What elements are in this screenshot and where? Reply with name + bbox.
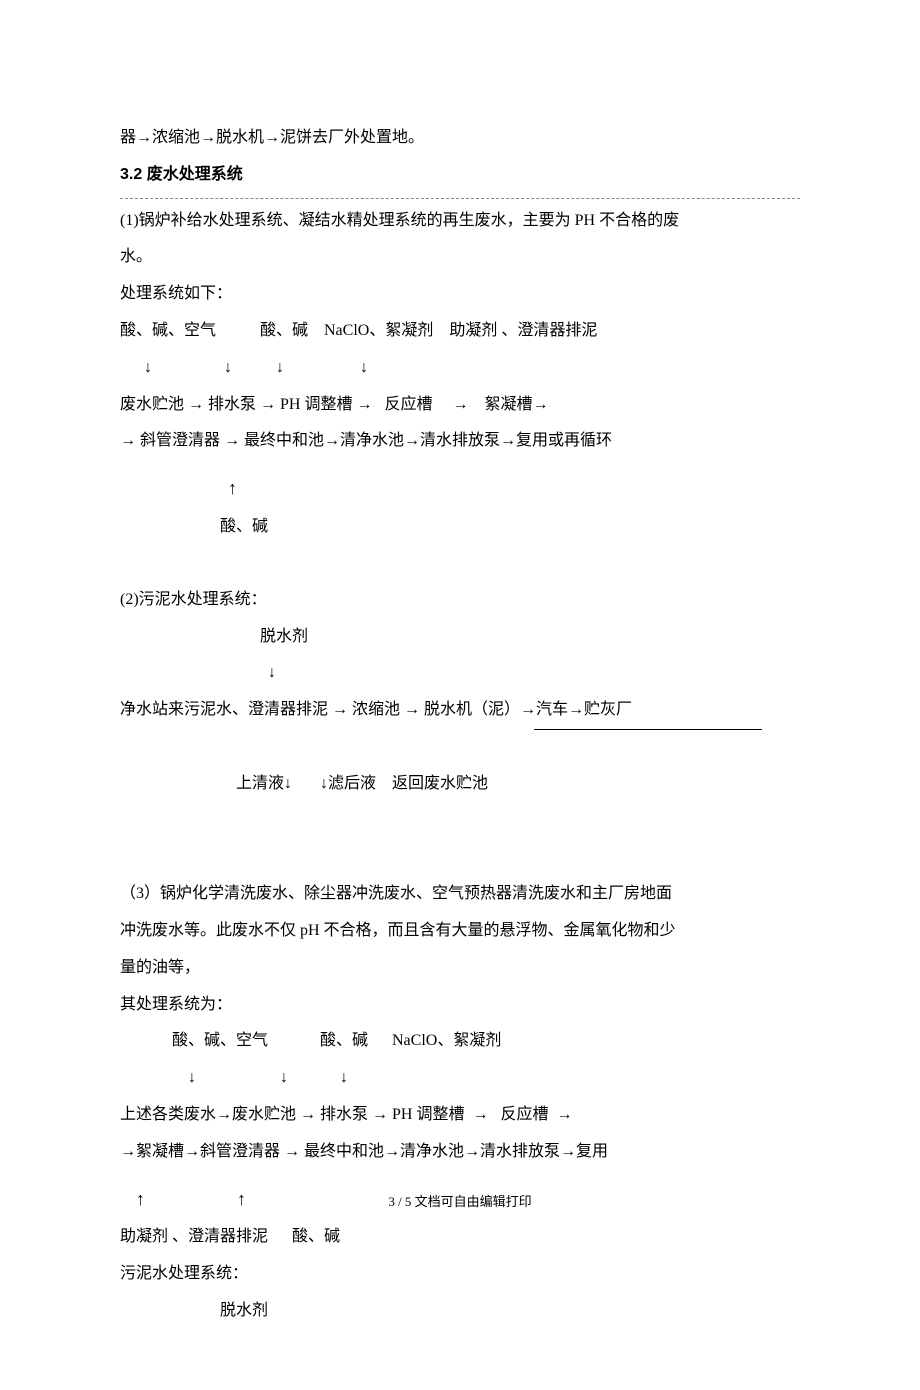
flow-arrow-up-row: ↑ — [120, 472, 800, 509]
body-text: 冲洗废水等。此废水不仅 pH 不合格，而且含有大量的悬浮物、金属氧化物和少 — [120, 913, 800, 950]
flow-step-row: → 斜管澄清器 → 最终中和池→清净水池→清水排放泵→复用或再循环 — [120, 423, 800, 460]
flow-inputs-row: 酸、碱、空气 酸、碱 NaClO、絮凝剂 — [120, 1023, 800, 1060]
arrow-up-icon: ↑ — [228, 479, 237, 497]
dashed-divider — [120, 198, 800, 199]
body-text: 量的油等， — [120, 950, 800, 987]
section-heading-3-2: 3.2 废水处理系统 — [120, 157, 800, 194]
flow-arrow-row: ↓ ↓ ↓ — [120, 1060, 800, 1097]
body-text: (1)锅炉补给水处理系统、凝结水精处理系统的再生废水，主要为 PH 不合格的废 — [120, 203, 800, 240]
flow-step-row: 净水站来污泥水、澄清器排泥 → 浓缩池 → 脱水机（泥）→汽车→贮灰厂 — [120, 692, 800, 729]
body-text: （3）锅炉化学清洗废水、除尘器冲洗废水、空气预热器清洗废水和主厂房地面 — [120, 876, 800, 913]
flow-step-row: →絮凝槽→斜管澄清器 → 最终中和池→清净水池→清水排放泵→复用 — [120, 1134, 800, 1171]
flow-overline — [534, 729, 762, 730]
flow-step-row: 上述各类废水→废水贮池 → 排水泵 → PH 调整槽 → 反应槽 → — [120, 1097, 800, 1134]
flow-label-row: 脱水剂 — [120, 619, 800, 656]
flow-inputs-row: 酸、碱、空气 酸、碱 NaClO、絮凝剂 助凝剂 、澄清器排泥 — [120, 313, 800, 350]
subsection-title: 污泥水处理系统： — [120, 1256, 800, 1293]
subsection-title: (2)污泥水处理系统： — [120, 582, 800, 619]
flow-step-row: 上清液↓ ↓滤后液 返回废水贮池 — [120, 729, 800, 876]
body-text: 处理系统如下： — [120, 276, 800, 313]
flow-arrow-row: ↓ ↓ ↓ ↓ — [120, 350, 800, 387]
flow-arrow-row: ↓ — [120, 655, 800, 692]
document-page: 器→浓缩池→脱水机→泥饼去厂外处置地。 3.2 废水处理系统 (1)锅炉补给水处… — [0, 0, 920, 1390]
body-text: 其处理系统为： — [120, 987, 800, 1024]
body-text: 水。 — [120, 239, 800, 276]
body-text: 器→浓缩池→脱水机→泥饼去厂外处置地。 — [120, 120, 800, 157]
flow-label-row: 酸、碱 — [120, 509, 800, 546]
flow-label-row: 脱水剂 — [120, 1293, 800, 1330]
page-footer: 3 / 5 文档可自由编辑打印 — [0, 1191, 920, 1210]
flow-step-row: 废水贮池 → 排水泵 → PH 调整槽 → 反应槽 → 絮凝槽→ — [120, 387, 800, 424]
flow-label-row: 助凝剂 、澄清器排泥 酸、碱 — [120, 1219, 800, 1256]
